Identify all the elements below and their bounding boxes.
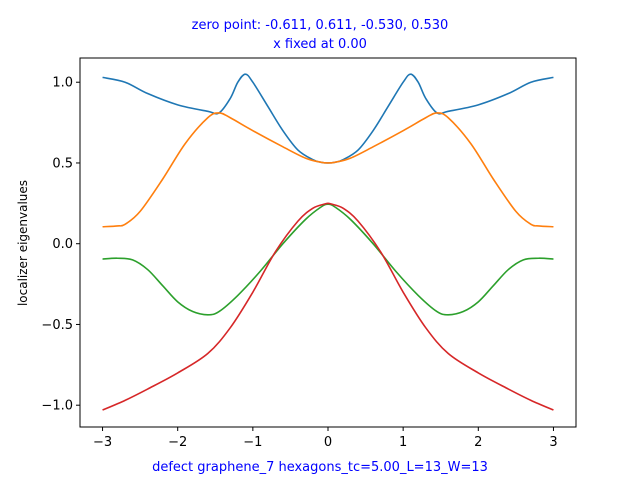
y-axis-label: localizer eigenvalues [16, 180, 30, 306]
series-line-3 [102, 203, 554, 316]
x-tick-label: 2 [474, 435, 482, 450]
x-tick-label: 1 [399, 435, 407, 450]
chart-title-line-1: zero point: -0.611, 0.611, -0.530, 0.530 [192, 18, 449, 33]
y-tick-label: 1.0 [52, 76, 73, 91]
x-axis-ticks: −3 −2 −1 0 1 2 3 [93, 427, 558, 450]
x-tick-label: −2 [168, 435, 187, 450]
series-layer [102, 73, 554, 411]
x-tick-label: 0 [324, 435, 332, 450]
series-line-4 [102, 202, 554, 411]
y-tick-label: −0.5 [41, 318, 73, 333]
x-tick-label: −3 [93, 435, 112, 450]
y-tick-label: 0.0 [52, 237, 73, 252]
x-axis-label: defect graphene_7 hexagons_tc=5.00_L=13_… [152, 460, 488, 475]
x-tick-label: −1 [243, 435, 262, 450]
chart-title-line-2: x fixed at 0.00 [273, 37, 367, 52]
y-tick-label: 0.5 [52, 156, 73, 171]
y-tick-label: −1.0 [41, 399, 73, 414]
y-axis-ticks: −1.0 −0.5 0.0 0.5 1.0 [41, 76, 80, 414]
series-line-2 [102, 112, 554, 228]
x-tick-label: 3 [549, 435, 557, 450]
